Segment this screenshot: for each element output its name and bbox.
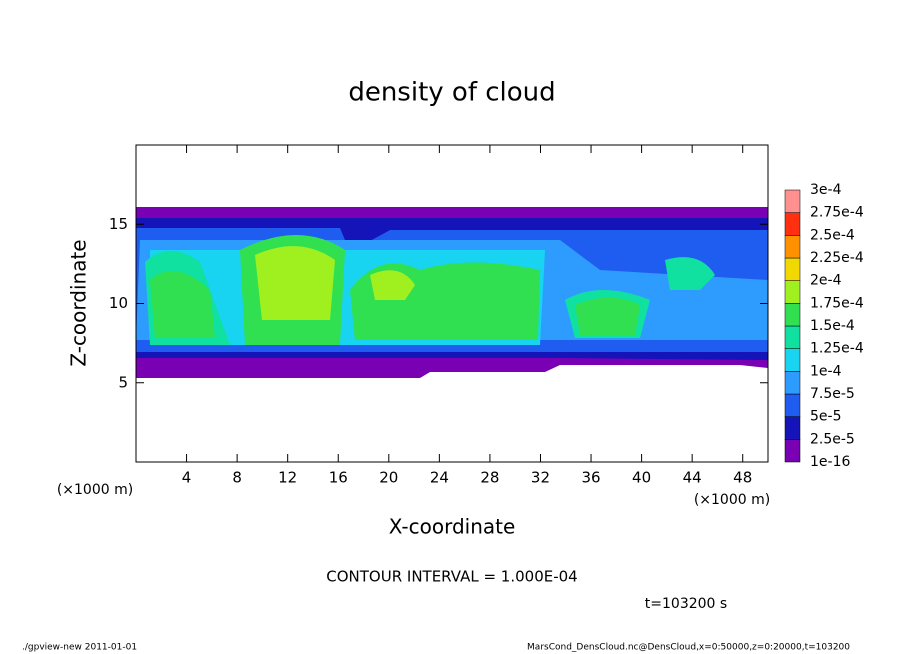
colorbar-label: 2.25e-4 <box>810 250 864 266</box>
x-tick-label: 20 <box>379 469 398 487</box>
colorbar-label: 1e-4 <box>810 363 842 379</box>
cloud-region <box>255 246 415 320</box>
colorbar-box <box>784 303 801 327</box>
x-tick-label: 28 <box>480 469 499 487</box>
y-tick-label: 10 <box>109 294 128 312</box>
x-tick-label: 4 <box>182 469 192 487</box>
x-tick-label: 36 <box>581 469 600 487</box>
x-tick-label: 32 <box>531 469 550 487</box>
footer-right: MarsCond_DensCloud.nc@DensCloud,x=0:5000… <box>527 643 850 653</box>
x-tick-label: 12 <box>278 469 297 487</box>
colorbar-box <box>784 257 801 281</box>
colorbar-label: 3e-4 <box>810 182 842 198</box>
x-tick-label: 48 <box>733 469 752 487</box>
colorbar-label: 7.5e-5 <box>810 386 855 402</box>
footer-left: ./gpview-new 2011-01-01 <box>22 643 137 653</box>
y-axis-title: Z-coordinate <box>67 239 91 366</box>
colorbar-box <box>784 416 801 440</box>
x-tick-label: 44 <box>683 469 702 487</box>
x-tick-label: 16 <box>329 469 348 487</box>
cloud-field <box>136 207 768 378</box>
colorbar-box <box>784 348 801 372</box>
colorbar-box <box>784 189 801 213</box>
colorbar-label: 1.25e-4 <box>810 341 864 357</box>
x-tick-label: 8 <box>232 469 242 487</box>
colorbar-label: 1.75e-4 <box>810 295 864 311</box>
y-unit: (×1000 m) <box>57 482 133 498</box>
x-unit: (×1000 m) <box>694 492 770 508</box>
time-label: t=103200 s <box>645 596 727 612</box>
colorbar-box <box>784 325 801 349</box>
colorbar-box <box>784 212 801 236</box>
colorbar-box <box>784 235 801 259</box>
colorbar-label: 5e-5 <box>810 409 841 425</box>
colorbar-label: 2e-4 <box>810 273 842 289</box>
x-axis-title: X-coordinate <box>389 515 516 539</box>
colorbar-label: 2.5e-5 <box>810 431 855 447</box>
colorbar-box <box>784 371 801 395</box>
chart-title: density of cloud <box>348 78 555 108</box>
x-tick-label: 40 <box>632 469 651 487</box>
colorbar-box <box>784 280 801 304</box>
x-tick-label: 24 <box>430 469 449 487</box>
cloud-region <box>145 251 715 345</box>
colorbar-label: 2.5e-4 <box>810 227 855 243</box>
y-tick-label: 15 <box>109 215 128 233</box>
colorbar-label: 2.75e-4 <box>810 205 864 221</box>
colorbar-box <box>784 393 801 417</box>
colorbar-label: 1.5e-4 <box>810 318 855 334</box>
y-tick-label: 5 <box>118 373 128 391</box>
colorbar-label: 1e-16 <box>810 454 850 470</box>
contour-interval: CONTOUR INTERVAL = 1.000E-04 <box>326 568 577 586</box>
colorbar-box <box>784 439 801 463</box>
